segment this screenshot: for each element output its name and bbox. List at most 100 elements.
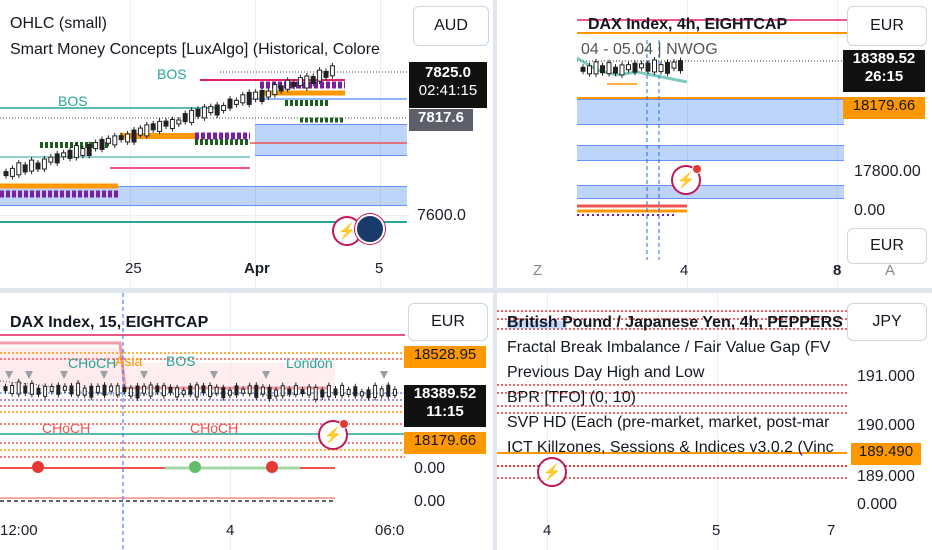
choch-label: CHoCH xyxy=(42,420,91,436)
globe-icon[interactable] xyxy=(355,214,385,244)
grid-line xyxy=(0,215,410,216)
candle xyxy=(102,384,107,396)
candle xyxy=(267,387,272,400)
candle xyxy=(3,171,9,177)
alert-flash-icon[interactable]: ⚡ xyxy=(671,164,702,195)
candle xyxy=(260,386,265,395)
grid-line xyxy=(687,0,688,288)
currency-button[interactable]: EUR xyxy=(847,6,927,46)
candle xyxy=(67,149,73,159)
indicator-item[interactable]: Previous Day High and Low xyxy=(507,364,705,381)
candle xyxy=(54,153,60,164)
candle xyxy=(148,384,153,397)
y-axis-tick: 191.000 xyxy=(857,368,915,385)
candle xyxy=(62,385,67,391)
currency-button[interactable]: JPY xyxy=(847,303,927,341)
chart-title: British Pound / Japanese Yen, 4h, PEPPER… xyxy=(507,314,843,331)
candle xyxy=(291,81,297,87)
choch-label: CHoCH xyxy=(68,355,117,371)
candle xyxy=(259,90,265,102)
candle xyxy=(278,85,284,92)
price-tag-orange: 18528.95 xyxy=(404,346,486,368)
chart-panel-gbpjpy[interactable]: British Pound / Japanese Yen, 4h, PEPPER… xyxy=(497,293,932,550)
candle xyxy=(600,65,605,74)
candle xyxy=(115,385,120,396)
x-axis-tick: A xyxy=(885,262,896,279)
candle xyxy=(201,106,207,119)
currency-button[interactable]: EUR xyxy=(408,303,488,341)
candle xyxy=(323,70,329,78)
fvg-zone xyxy=(577,185,844,199)
candle xyxy=(99,138,105,150)
candle xyxy=(310,76,316,84)
chart-panel-dax-4h[interactable]: DAX Index, 4h, EIGHTCAP 04 - 05.04 | NWO… xyxy=(497,0,932,288)
candle xyxy=(613,66,618,74)
candle xyxy=(227,389,232,396)
candle xyxy=(359,391,364,397)
y-axis-tick: 17800.00 xyxy=(854,163,921,180)
candle xyxy=(240,94,246,104)
alert-flash-icon[interactable]: ⚡ xyxy=(537,457,567,487)
x-axis-tick: Apr xyxy=(244,260,270,277)
candle xyxy=(35,162,41,170)
indicator-item[interactable]: ICT Killzones, Sessions & Indices v3.0.2… xyxy=(507,439,834,456)
grid-line xyxy=(230,293,231,550)
x-axis-tick: 25 xyxy=(125,260,142,277)
candle xyxy=(157,120,163,132)
candle xyxy=(366,389,371,399)
candle xyxy=(214,104,220,116)
candle xyxy=(619,64,625,76)
candle xyxy=(176,119,182,125)
price-tag-orange: 189.490 xyxy=(851,443,921,465)
chart-panel-aud[interactable]: OHLC (small) Smart Money Concepts [LuxAl… xyxy=(0,0,493,288)
last-price: 18389.52 xyxy=(852,50,916,67)
chart-panel-dax-15[interactable]: DAX Index, 15, EIGHTCAP CHoCH Asia BOS L… xyxy=(0,293,493,550)
candle xyxy=(658,64,664,73)
candle xyxy=(82,387,87,396)
candle xyxy=(73,145,79,159)
candle xyxy=(137,127,143,136)
x-axis-tick: 06:0 xyxy=(375,522,405,539)
grid-line xyxy=(547,293,548,550)
last-price: 18389.52 xyxy=(413,385,477,402)
candle xyxy=(131,129,137,143)
indicator-item[interactable]: Fractal Break Imbalance / Fair Value Gap… xyxy=(507,339,831,356)
candle xyxy=(208,385,213,397)
x-axis-tick: 4 xyxy=(543,522,552,539)
candle xyxy=(95,385,100,393)
bar-countdown: 02:41:15 xyxy=(418,82,478,99)
candle xyxy=(639,63,644,69)
indicator-item[interactable]: BPR [TFO] (0, 10) xyxy=(507,389,636,406)
candle xyxy=(182,113,188,123)
candle xyxy=(48,156,54,163)
grid-line xyxy=(837,0,838,288)
candle xyxy=(300,389,305,395)
candle xyxy=(379,388,384,397)
price-tag-orange: 18179.66 xyxy=(843,97,925,119)
currency-button[interactable]: AUD xyxy=(413,6,489,46)
indicator-item[interactable]: SVP HD (Each (pre-market, market, post-m… xyxy=(507,414,830,431)
candle xyxy=(135,385,140,399)
candle xyxy=(118,135,124,141)
last-price: 7825.0 xyxy=(425,64,471,81)
candle xyxy=(285,79,291,90)
grid-line xyxy=(717,293,718,550)
grid-line xyxy=(130,0,131,288)
alert-flash-icon[interactable]: ⚡ xyxy=(318,419,349,450)
choch-label: CHoCH xyxy=(190,420,239,436)
y-axis-tick: 0.00 xyxy=(854,202,886,219)
candle xyxy=(392,388,397,396)
candle xyxy=(161,385,166,397)
currency-button[interactable]: EUR xyxy=(847,228,927,264)
candle xyxy=(86,144,92,156)
candle xyxy=(41,158,47,170)
candle xyxy=(340,384,345,396)
candle xyxy=(671,61,677,69)
x-axis-tick: 12:00 xyxy=(0,522,38,539)
candle xyxy=(254,384,259,398)
x-axis-tick: 5 xyxy=(375,260,384,277)
candle xyxy=(29,382,34,395)
candle xyxy=(122,387,127,393)
x-axis-tick: 4 xyxy=(680,262,689,279)
order-block-zone xyxy=(255,124,407,156)
